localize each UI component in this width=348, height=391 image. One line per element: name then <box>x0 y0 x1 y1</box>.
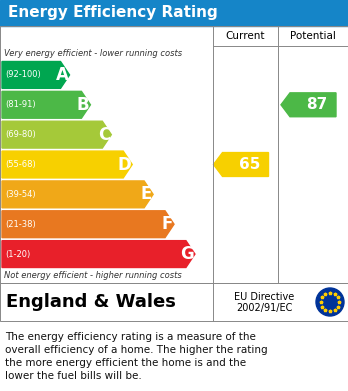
Text: Very energy efficient - lower running costs: Very energy efficient - lower running co… <box>4 48 182 57</box>
Polygon shape <box>2 121 111 148</box>
Polygon shape <box>2 240 195 267</box>
Text: EU Directive: EU Directive <box>234 292 294 303</box>
Text: D: D <box>118 156 131 174</box>
Text: Current: Current <box>226 31 265 41</box>
Text: overall efficiency of a home. The higher the rating: overall efficiency of a home. The higher… <box>5 345 268 355</box>
Polygon shape <box>2 211 174 238</box>
Text: Potential: Potential <box>290 31 336 41</box>
Text: C: C <box>98 126 110 143</box>
Text: The energy efficiency rating is a measure of the: The energy efficiency rating is a measur… <box>5 332 256 342</box>
Text: the more energy efficient the home is and the: the more energy efficient the home is an… <box>5 358 246 368</box>
Text: (92-100): (92-100) <box>5 70 41 79</box>
Polygon shape <box>2 181 153 208</box>
Text: Energy Efficiency Rating: Energy Efficiency Rating <box>8 5 218 20</box>
Text: 87: 87 <box>306 97 327 112</box>
Text: (55-68): (55-68) <box>5 160 36 169</box>
Polygon shape <box>281 93 336 117</box>
Text: (69-80): (69-80) <box>5 130 36 139</box>
Text: (81-91): (81-91) <box>5 100 35 109</box>
Polygon shape <box>214 152 269 176</box>
Text: 2002/91/EC: 2002/91/EC <box>236 303 292 313</box>
Text: F: F <box>161 215 173 233</box>
Bar <box>0 0 348 26</box>
Bar <box>0 26 348 283</box>
Text: E: E <box>141 185 152 203</box>
Bar <box>0 283 348 321</box>
Text: England & Wales: England & Wales <box>6 293 176 311</box>
Text: B: B <box>77 96 89 114</box>
Text: lower the fuel bills will be.: lower the fuel bills will be. <box>5 371 142 381</box>
Circle shape <box>316 288 344 316</box>
Polygon shape <box>2 151 132 178</box>
Polygon shape <box>2 61 70 88</box>
Text: A: A <box>56 66 69 84</box>
Text: (1-20): (1-20) <box>5 249 30 258</box>
Text: (39-54): (39-54) <box>5 190 35 199</box>
Text: (21-38): (21-38) <box>5 220 36 229</box>
Text: Not energy efficient - higher running costs: Not energy efficient - higher running co… <box>4 271 182 280</box>
Text: 65: 65 <box>239 157 260 172</box>
Text: G: G <box>180 245 194 263</box>
Polygon shape <box>2 91 90 118</box>
